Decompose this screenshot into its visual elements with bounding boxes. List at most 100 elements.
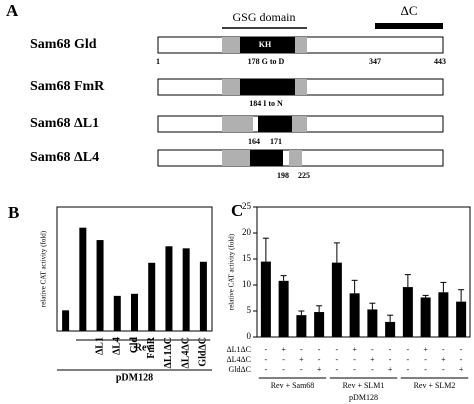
mutation: 178 G to D [248,57,285,66]
condition-mark: - [407,355,410,364]
condition-mark: - [336,365,339,374]
y-tick-label: 15 [242,253,252,263]
condition-mark: - [353,355,356,364]
position: 164 [248,137,260,146]
condition-mark: - [424,355,427,364]
x-tick-label: ΔL4ΔC [180,337,191,368]
bar [148,262,156,331]
dc-label: ΔC [400,3,417,18]
y-tick-label: 20 [242,227,252,237]
mutation: 184 I to N [249,99,283,108]
x-tick-label: ΔL1 [94,337,105,355]
condition-mark: - [300,345,303,354]
x-tick-label: GldΔC [198,337,209,367]
bar [96,240,104,331]
y-tick-label: 0 [247,331,252,341]
condition-mark: - [318,345,321,354]
bar [331,262,342,337]
bar [62,310,70,331]
condition-mark: - [282,355,285,364]
condition-mark: + [370,355,375,364]
condition-mark: - [389,355,392,364]
panel-label: C [231,201,243,220]
condition-mark: + [459,365,464,374]
bar [113,295,121,331]
gsg-gray [289,150,302,166]
construct-name: Sam68 Gld [30,37,97,52]
bar [165,246,173,331]
condition-mark: - [336,355,339,364]
y-axis-label: relative CAT activity (fold) [228,233,236,310]
bar [296,315,307,337]
bar [182,248,190,331]
kh-label: KH [259,40,272,49]
bar [367,309,378,337]
condition-mark: - [336,345,339,354]
position: 443 [434,57,446,66]
gsg-gray [222,37,240,53]
condition-mark: - [318,355,321,364]
condition-name: ΔL4ΔC [226,355,251,364]
gsg-gray [292,116,307,132]
condition-mark: - [282,365,285,374]
x-axis-label: pDM128 [349,393,378,402]
kh-domain [240,37,295,53]
condition-mark: - [407,365,410,374]
bar [131,293,138,331]
condition-mark: - [424,365,427,374]
x-tick-label: ΔL1ΔC [163,337,174,368]
bar [314,312,325,337]
bar [402,287,413,337]
bar [199,261,207,331]
gsg-gray [222,116,253,132]
condition-mark: + [388,365,393,374]
condition-mark: - [442,365,445,374]
construct-name: Sam68 FmR [30,79,105,94]
y-tick-label: 5 [247,305,252,315]
x-tick-label: ΔL4 [112,337,123,355]
bar [456,301,467,337]
group-label: Rev + Sam68 [271,381,315,390]
condition-name: GldΔC [229,365,251,374]
condition-mark: + [299,355,304,364]
bar [349,293,360,337]
panel-label: B [8,203,19,222]
condition-mark: - [371,345,374,354]
kh-domain [258,116,292,132]
condition-mark: + [281,345,286,354]
position: 225 [298,171,310,180]
y-tick-label: 10 [242,279,252,289]
condition-mark: - [265,345,268,354]
bar [438,292,449,337]
group-label: Rev + SLM1 [343,381,385,390]
dc-bar [375,23,443,29]
condition-mark: - [460,355,463,364]
gsg-gray [222,150,250,166]
position: 198 [277,171,289,180]
position: 347 [369,57,381,66]
kh-domain [250,150,283,166]
gsg-gray [295,79,307,95]
bar [79,227,87,331]
gsg-label: GSG domain [233,10,296,24]
gsg-gray [222,79,240,95]
condition-mark: + [423,345,428,354]
group-label: Rev + SLM2 [414,381,456,390]
condition-mark: - [300,365,303,374]
group-label: Rev [135,342,152,353]
bar [260,261,271,337]
x-axis-label: pDM128 [116,372,153,383]
condition-mark: - [353,365,356,374]
panel-label: A [6,1,19,20]
x-tick-label: FmR [146,336,157,358]
condition-mark: - [265,365,268,374]
condition-mark: - [460,345,463,354]
condition-mark: - [442,345,445,354]
y-tick-label: 25 [242,201,252,211]
bar [278,280,289,337]
condition-mark: - [407,345,410,354]
x-tick-label: Gld [129,337,140,354]
condition-mark: + [441,355,446,364]
